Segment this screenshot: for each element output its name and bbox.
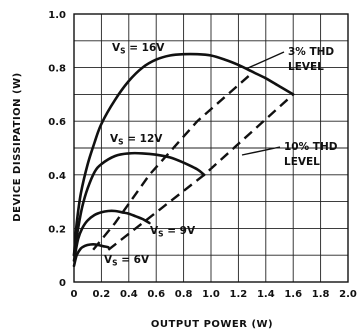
- series-line-10-thd-level: [107, 93, 295, 251]
- x-tick-label: 0.6: [147, 289, 165, 300]
- plot-frame: [73, 13, 349, 283]
- x-tick-label: 1.4: [257, 289, 275, 300]
- series-label-9v: VS = 9V: [150, 225, 196, 239]
- series-label-16v-main: V: [112, 42, 121, 54]
- grid: [74, 14, 348, 282]
- x-tick-label: 0.4: [120, 289, 138, 300]
- y-tick-label: 0.8: [48, 64, 66, 75]
- x-tick-label: 2.0: [339, 289, 357, 300]
- series-label-9v-rest: = 9V: [164, 225, 196, 237]
- series-line-v-s-6v: [72, 243, 110, 268]
- series-label-16v-rest: = 16V: [126, 42, 166, 54]
- series-line-3-thd-level: [92, 72, 253, 251]
- annotation-10pct-thd-line2: LEVEL: [284, 156, 320, 168]
- y-tick-label: 0.4: [48, 171, 66, 182]
- x-tick-label: 1.2: [230, 289, 248, 300]
- series-label-9v-main: V: [150, 225, 159, 237]
- series-label-6v-rest: = 6V: [118, 254, 150, 266]
- y-tick-label: 0.2: [48, 224, 66, 235]
- series-label-6v-main: V: [104, 254, 113, 266]
- y-tick-label: 0: [59, 278, 66, 289]
- x-tick-label: 1.0: [202, 289, 220, 300]
- series-label-6v-sub: S: [112, 259, 117, 268]
- series-label-12v-rest: = 12V: [124, 133, 164, 145]
- series-line-v-s-16v: [72, 52, 295, 257]
- series-line-v-s-12v: [72, 151, 206, 257]
- series-label-16v-sub: S: [120, 47, 125, 56]
- series-label-6v: VS = 6V: [104, 254, 150, 268]
- y-tick-label: 1.0: [48, 10, 66, 21]
- x-tick-label: 1.8: [312, 289, 330, 300]
- x-tick-label: 0.8: [175, 289, 193, 300]
- annotation-10pct-thd-line1: 10% THD: [284, 141, 338, 153]
- annotation-3pct-thd-line2: LEVEL: [288, 61, 324, 73]
- x-tick-label: 0: [71, 289, 78, 300]
- annotation-3pct-thd-pointer: [247, 51, 285, 69]
- series-label-9v-sub: S: [158, 230, 163, 239]
- series-label-12v: VS = 12V: [110, 133, 163, 147]
- annotation-10pct-thd-pointer: [241, 146, 281, 156]
- y-axis-title: DEVICE DISSIPATION (W): [12, 72, 23, 221]
- tick-labels: 0 0.2 0.4 0.6 0.8 1.0 1.2 1.4 1.6 1.8 2.0 0 0.2 0.4 0.…: [48, 10, 357, 300]
- series-layer: [72, 52, 295, 268]
- x-tick-label: 1.6: [284, 289, 302, 300]
- x-tick-label: 0.2: [93, 289, 111, 300]
- x-axis-title: OUTPUT POWER (W): [151, 319, 273, 330]
- y-tick-label: 0.6: [48, 117, 66, 128]
- series-label-12v-sub: S: [118, 138, 123, 147]
- annotation-3pct-thd-line1: 3% THD: [288, 46, 334, 58]
- series-line-v-s-9v: [72, 209, 151, 262]
- series-label-12v-main: V: [110, 133, 119, 145]
- series-label-16v: VS = 16V: [112, 42, 165, 56]
